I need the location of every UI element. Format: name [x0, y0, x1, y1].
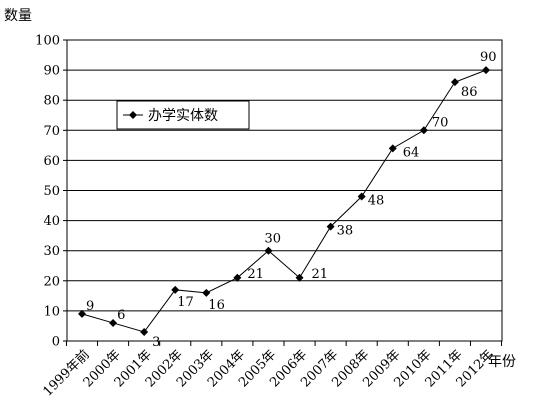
series-line-layer — [81, 69, 487, 333]
y-tick-label: 80 — [43, 94, 60, 109]
y-tick-label: 70 — [43, 124, 60, 139]
data-label: 3 — [152, 335, 160, 350]
data-label: 17 — [177, 295, 194, 310]
x-axis-ticks: 1999年前2000年2001年2002年2003年2004年2005年2006… — [40, 341, 503, 400]
data-point-marker — [171, 285, 180, 294]
data-label: 30 — [264, 232, 281, 247]
data-point-marker — [78, 309, 86, 318]
y-tick-label: 20 — [43, 274, 60, 289]
data-label: 21 — [247, 267, 264, 282]
data-point-marker — [140, 327, 149, 336]
data-label: 9 — [86, 299, 94, 314]
data-label: 6 — [117, 308, 125, 323]
data-point-marker — [388, 144, 397, 153]
y-tick-label: 90 — [43, 64, 60, 79]
legend-label: 办学实体数 — [148, 108, 218, 124]
data-label: 16 — [208, 298, 225, 313]
y-tick-label: 40 — [43, 214, 60, 229]
y-tick-label: 0 — [52, 335, 60, 350]
y-axis-ticks: 0 10 20 30 40 50 60 70 80 90 100 — [35, 34, 67, 350]
data-point-marker — [450, 78, 459, 87]
data-point-marker — [482, 66, 490, 75]
y-tick-label: 50 — [43, 184, 60, 199]
data-label: 38 — [337, 224, 354, 239]
data-point-marker — [233, 273, 242, 282]
data-label: 70 — [432, 115, 449, 130]
series-line — [81, 69, 487, 333]
data-point-marker — [202, 288, 211, 297]
y-tick-label: 30 — [43, 244, 60, 259]
data-label: 21 — [312, 267, 329, 282]
data-point-marker — [326, 222, 335, 231]
data-label: 48 — [368, 194, 385, 209]
data-point-marker — [109, 318, 118, 327]
data-labels: 9 6 3 17 16 21 30 21 38 48 64 70 86 90 — [86, 50, 497, 350]
x-axis-title: 年份 — [488, 354, 516, 370]
data-point-marker — [295, 273, 304, 282]
y-tick-label: 10 — [43, 304, 60, 319]
y-tick-label: 100 — [35, 34, 60, 49]
data-label: 86 — [461, 85, 478, 100]
legend-marker-swatch — [129, 111, 137, 119]
gridlines — [67, 69, 502, 312]
series-markers — [78, 66, 490, 336]
plot-frame — [66, 39, 503, 342]
y-axis-title: 数量 — [4, 8, 32, 24]
y-tick-label: 60 — [43, 154, 60, 169]
x-tick-label: 1999年前 — [40, 347, 93, 400]
data-label: 90 — [480, 50, 497, 65]
data-point-marker — [357, 192, 366, 201]
data-point-marker — [264, 246, 273, 255]
data-point-marker — [419, 126, 428, 135]
legend: 办学实体数 — [116, 100, 250, 130]
data-label: 64 — [403, 145, 420, 160]
